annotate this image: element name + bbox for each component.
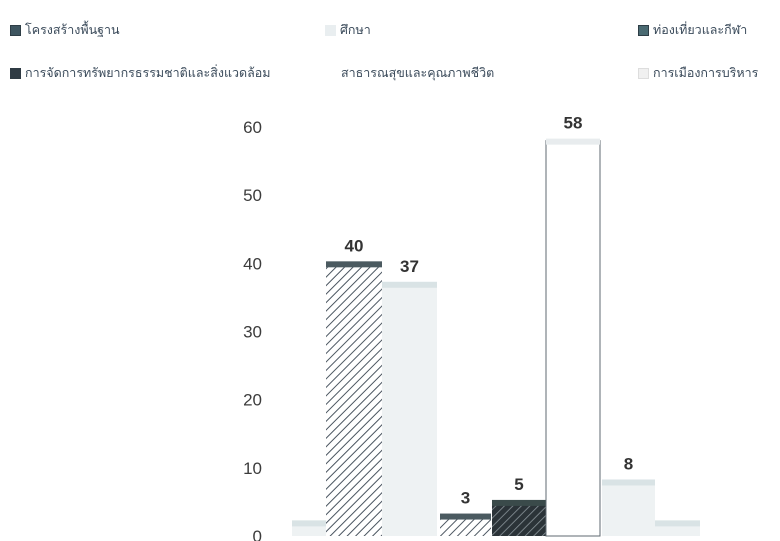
y-tick-label: 0 [253, 527, 262, 541]
bar-cap [655, 520, 700, 527]
y-tick-label: 60 [243, 118, 262, 137]
legend-item-public-health: สาธารณสุขและคุณภาพชีวิต [341, 63, 494, 83]
bar-cap [546, 138, 600, 145]
legend-swatch-infrastructure [10, 24, 21, 36]
legend-label-education: ศึกษา [340, 22, 371, 37]
y-tick-label: 50 [243, 186, 262, 205]
bar [492, 501, 546, 536]
data-label: 5 [514, 475, 523, 494]
legend-swatch-politics-administration [638, 67, 649, 79]
bar [602, 481, 655, 536]
data-labels: 40 37 3 5 58 8 [345, 114, 634, 508]
y-axis: 0 10 20 30 40 50 60 [243, 118, 262, 541]
bar [382, 283, 437, 536]
legend-label-politics-administration: การเมืองการบริหาร [653, 65, 759, 80]
legend-label-public-health: สาธารณสุขและคุณภาพชีวิต [341, 65, 495, 80]
legend-label-infrastructure: โครงสร้างพื้นฐาน [25, 22, 120, 37]
legend-swatch-education [325, 24, 336, 36]
bar [440, 515, 491, 536]
data-label: 40 [345, 236, 364, 255]
bar-cap [440, 513, 491, 520]
data-label: 3 [461, 489, 470, 508]
bar-cap [292, 520, 326, 527]
bar-cap [382, 281, 437, 288]
legend-item-tourism-sports: ท่องเที่ยวและกีฬา [638, 20, 747, 40]
bars [292, 138, 700, 537]
chart-legend: โครงสร้างพื้นฐาน ศึกษา ท่องเที่ยวและกีฬา… [0, 0, 780, 90]
bar [326, 263, 382, 536]
bar-cap [326, 261, 382, 268]
legend-item-natural-resources: การจัดการทรัพยากรธรรมชาติและสิ่งแวดล้อม [10, 63, 271, 83]
data-label: 8 [624, 454, 633, 473]
y-tick-label: 10 [243, 459, 262, 478]
bar-cap [602, 479, 655, 486]
legend-swatch-tourism-sports [638, 24, 649, 36]
data-label: 37 [400, 257, 419, 276]
y-tick-label: 40 [243, 254, 262, 273]
y-tick-label: 30 [243, 323, 262, 342]
legend-item-politics-administration: การเมืองการบริหาร [638, 63, 758, 83]
legend-label-tourism-sports: ท่องเที่ยวและกีฬา [653, 22, 748, 37]
data-label: 58 [564, 114, 583, 133]
legend-item-infrastructure: โครงสร้างพื้นฐาน [10, 20, 120, 40]
legend-item-education: ศึกษา [325, 20, 371, 40]
bar [545, 140, 601, 537]
bar-cap [492, 499, 546, 506]
legend-label-natural-resources: การจัดการทรัพยากรธรรมชาติและสิ่งแวดล้อม [25, 65, 271, 80]
y-tick-label: 20 [243, 391, 262, 410]
legend-swatch-natural-resources [10, 67, 21, 79]
